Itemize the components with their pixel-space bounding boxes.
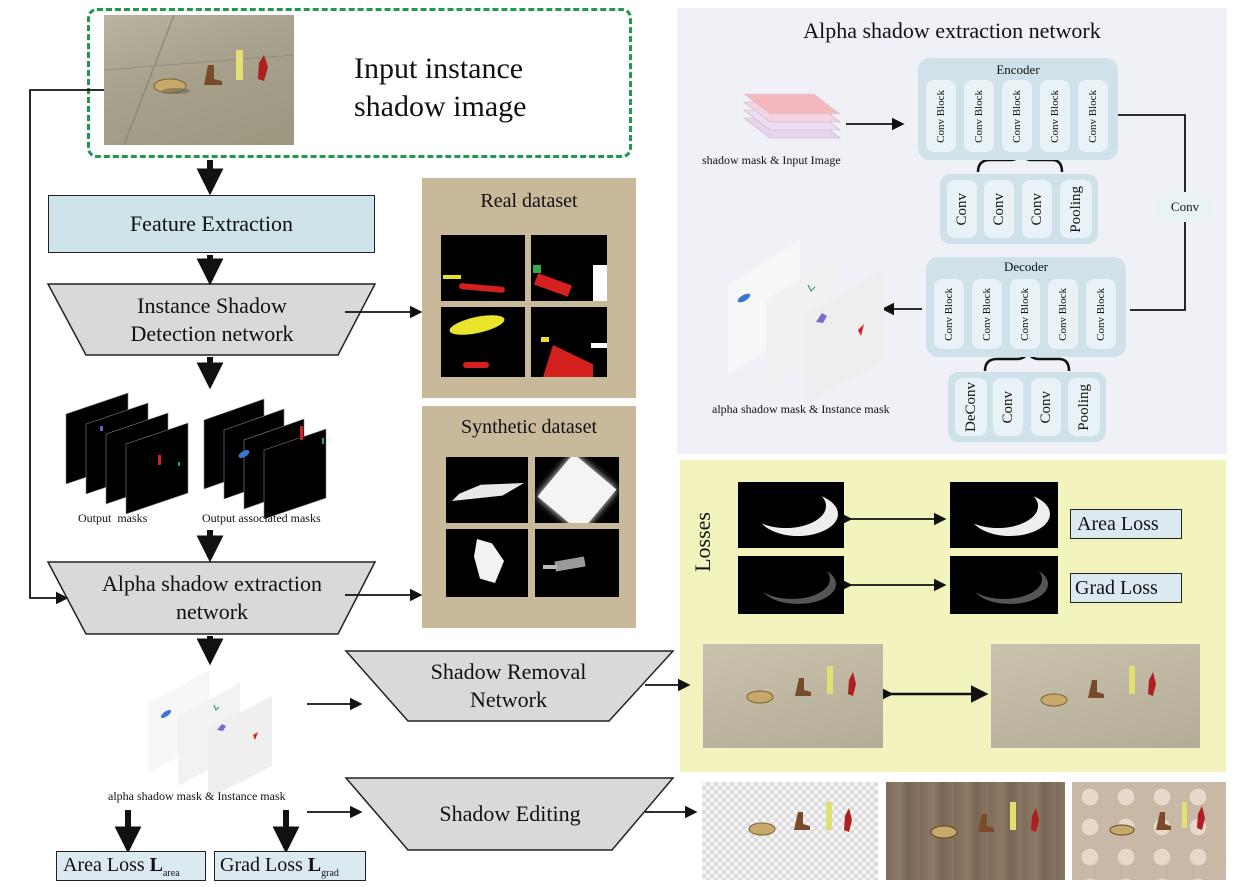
grad-loss-box: Grad Loss Lgrad — [214, 851, 366, 881]
decoder-detail: DeConv Conv Conv Pooling — [948, 372, 1106, 442]
alpha-extraction-label: Alpha shadow extraction network — [102, 571, 322, 624]
real-dataset-title: Real dataset — [480, 190, 578, 212]
losses-title: Losses — [690, 512, 715, 572]
real-mask-2 — [531, 235, 607, 301]
gt-grad-image — [950, 556, 1058, 614]
decoder-conv-block-5: Conv Block — [1086, 279, 1116, 349]
encoder-conv-2: Conv — [984, 180, 1014, 238]
mid-conv-box: Conv — [1157, 192, 1213, 222]
real-mask-1 — [441, 235, 525, 301]
encoder-block: Encoder Conv Block Conv Block Conv Block… — [918, 58, 1118, 160]
network-input-caption: shadow mask & Input Image — [702, 153, 841, 167]
encoder-conv-block-4: Conv Block — [1040, 80, 1070, 152]
output-mask-stack — [65, 392, 189, 515]
decoder-conv-block-1: Conv Block — [934, 279, 964, 349]
shadow-editing-trapezoid — [344, 777, 675, 851]
editing-tile-image — [1072, 782, 1226, 880]
network-input-stack — [743, 93, 841, 139]
gt-area-image — [950, 482, 1058, 548]
encoder-detail: Conv Conv Conv Pooling — [940, 174, 1098, 244]
encoder-conv-block-5: Conv Block — [1078, 80, 1108, 152]
output-assoc-masks-caption: Output associated masks — [202, 511, 321, 525]
alpha-mask-caption: alpha shadow mask & Instance mask — [108, 789, 286, 803]
pred-area-image — [738, 482, 844, 548]
editing-transparent-image — [702, 782, 878, 880]
feature-extraction-box: Feature Extraction — [48, 195, 375, 253]
output-masks-caption: Output masks — [78, 511, 148, 525]
decoder-label: Decoder — [1003, 259, 1049, 274]
alpha-extraction-trapezoid — [46, 561, 377, 635]
synthetic-mask-3 — [446, 529, 528, 597]
isd-label: Instance Shadow Detection network — [130, 293, 294, 346]
shadow-editing-label: Shadow Editing — [439, 801, 581, 826]
removal-gt-image — [991, 644, 1200, 748]
decoder-pooling: Pooling — [1068, 378, 1100, 436]
encoder-conv-3: Conv — [1022, 180, 1052, 238]
editing-wood-image — [886, 782, 1065, 880]
input-dashed-frame — [87, 8, 632, 158]
real-mask-3 — [441, 307, 525, 377]
pred-grad-image — [738, 556, 844, 614]
decoder-conv-block-3: Conv Block — [1010, 279, 1040, 349]
thin-arrows — [29, 89, 1186, 819]
real-mask-4 — [531, 307, 607, 377]
input-title: Input instance shadow image — [354, 52, 527, 123]
grad-loss-label: Grad Loss — [1070, 573, 1182, 603]
decoder-block: Decoder Conv Block Conv Block Conv Block… — [926, 257, 1126, 357]
encoder-conv-block-3: Conv Block — [1002, 80, 1032, 152]
area-loss-label: Area Loss — [1070, 509, 1182, 539]
isd-trapezoid — [46, 283, 377, 356]
shadow-removal-label: Shadow Removal Network — [430, 659, 587, 712]
encoder-label: Encoder — [996, 62, 1040, 77]
network-output-caption: alpha shadow mask & Instance mask — [712, 402, 890, 416]
network-output-stack — [728, 240, 884, 405]
alpha-mask-stack — [148, 670, 272, 799]
shadow-removal-trapezoid — [344, 650, 675, 722]
area-loss-box: Area Loss Larea — [56, 851, 206, 881]
decoder-deconv: DeConv — [955, 378, 987, 436]
synthetic-dataset-title: Synthetic dataset — [460, 416, 598, 438]
encoder-conv-block-2: Conv Block — [964, 80, 994, 152]
decoder-conv-2: Conv — [1031, 378, 1061, 436]
encoder-conv-1: Conv — [947, 180, 977, 238]
input-image — [104, 15, 294, 145]
removal-output-image — [703, 644, 883, 748]
feature-extraction-label: Feature Extraction — [129, 211, 294, 236]
synthetic-mask-2 — [535, 457, 619, 523]
synthetic-mask-4 — [535, 529, 619, 597]
synthetic-mask-1 — [446, 457, 528, 523]
encoder-pooling: Pooling — [1060, 180, 1092, 238]
down-arrows — [114, 160, 300, 854]
decoder-conv-block-4: Conv Block — [1048, 279, 1078, 349]
encoder-conv-block-1: Conv Block — [926, 80, 956, 152]
decoder-conv-1: Conv — [993, 378, 1023, 436]
network-title: Alpha shadow extraction network — [803, 18, 1101, 43]
output-associated-mask-stack — [203, 398, 327, 520]
decoder-conv-block-2: Conv Block — [972, 279, 1002, 349]
